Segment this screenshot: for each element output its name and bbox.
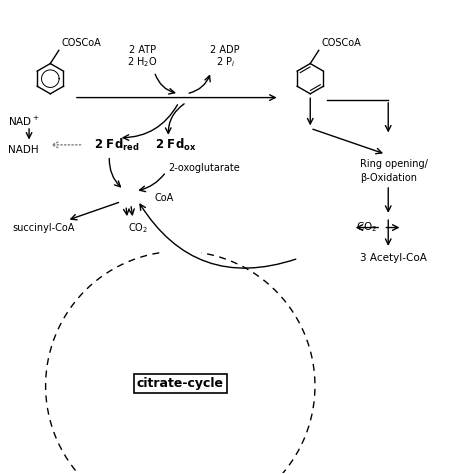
- Text: β-Oxidation: β-Oxidation: [360, 173, 417, 183]
- Text: 2-oxoglutarate: 2-oxoglutarate: [168, 164, 240, 173]
- Text: 2 ADP: 2 ADP: [210, 45, 240, 55]
- Text: CO$_2$: CO$_2$: [128, 221, 148, 236]
- Text: CoA: CoA: [155, 193, 173, 203]
- Text: 2 P$_i$: 2 P$_i$: [216, 55, 235, 69]
- Text: 2 H$_2$O: 2 H$_2$O: [127, 55, 158, 69]
- Text: NADH: NADH: [8, 145, 38, 155]
- Text: CO$_2$: CO$_2$: [356, 221, 378, 235]
- Text: 2 ATP: 2 ATP: [129, 45, 156, 55]
- Text: COSCoA: COSCoA: [61, 38, 101, 48]
- Text: 3 Acetyl-CoA: 3 Acetyl-CoA: [360, 253, 427, 263]
- Text: $\mathbf{2\ Fd_{ox}}$: $\mathbf{2\ Fd_{ox}}$: [155, 137, 196, 153]
- Text: succinyl-CoA: succinyl-CoA: [12, 223, 74, 233]
- Text: citrate-cycle: citrate-cycle: [137, 377, 224, 390]
- Text: NAD$^+$: NAD$^+$: [8, 115, 39, 128]
- Text: $\mathbf{2\ Fd_{red}}$: $\mathbf{2\ Fd_{red}}$: [94, 137, 139, 153]
- Text: COSCoA: COSCoA: [321, 38, 361, 48]
- Text: Ring opening/: Ring opening/: [360, 159, 428, 169]
